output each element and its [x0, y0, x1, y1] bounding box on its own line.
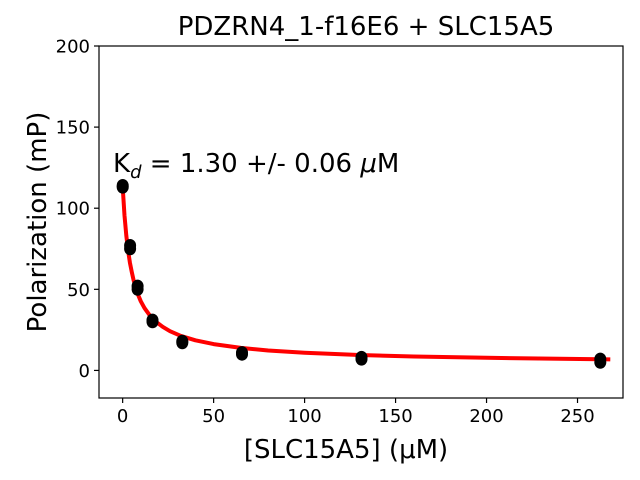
x-tick-label: 250 [560, 406, 594, 427]
data-point [131, 279, 144, 293]
kd-value: = 1.30 +/- 0.06 [142, 149, 361, 179]
y-tick-label: 150 [56, 118, 90, 139]
y-tick-label: 200 [56, 37, 90, 58]
kd-unit-symbol: μ [359, 149, 377, 179]
y-axis: 0 50 100 150 200 [56, 37, 99, 382]
y-axis-label: Polarization (mP) [23, 112, 53, 333]
data-point [236, 346, 248, 360]
x-tick-label: 100 [287, 406, 321, 427]
data-point [594, 352, 607, 366]
data-point [176, 334, 189, 348]
kd-unit: M [377, 149, 399, 179]
data-point [116, 179, 129, 192]
data-point [124, 239, 137, 252]
chart-title: PDZRN4_1-f16E6 + SLC15A5 [178, 12, 555, 42]
y-tick-label: 100 [56, 199, 90, 220]
x-axis-label: [SLC15A5] (μM) [244, 435, 448, 465]
kd-subscript: d [130, 162, 142, 183]
kd-prefix: K [113, 149, 131, 179]
kd-annotation: Kd = 1.30 +/- 0.06 μM [113, 149, 399, 183]
y-tick-label: 50 [67, 280, 90, 301]
y-tick-label: 0 [79, 361, 90, 382]
x-tick-label: 50 [202, 406, 225, 427]
x-tick-label: 0 [117, 406, 128, 427]
plot-area [116, 179, 611, 369]
data-point [146, 313, 159, 327]
x-tick-label: 200 [469, 406, 503, 427]
x-axis: 0 50 100 150 200 250 [117, 398, 595, 427]
plot-frame [98, 45, 624, 399]
data-point [355, 350, 368, 364]
x-tick-label: 150 [378, 406, 412, 427]
